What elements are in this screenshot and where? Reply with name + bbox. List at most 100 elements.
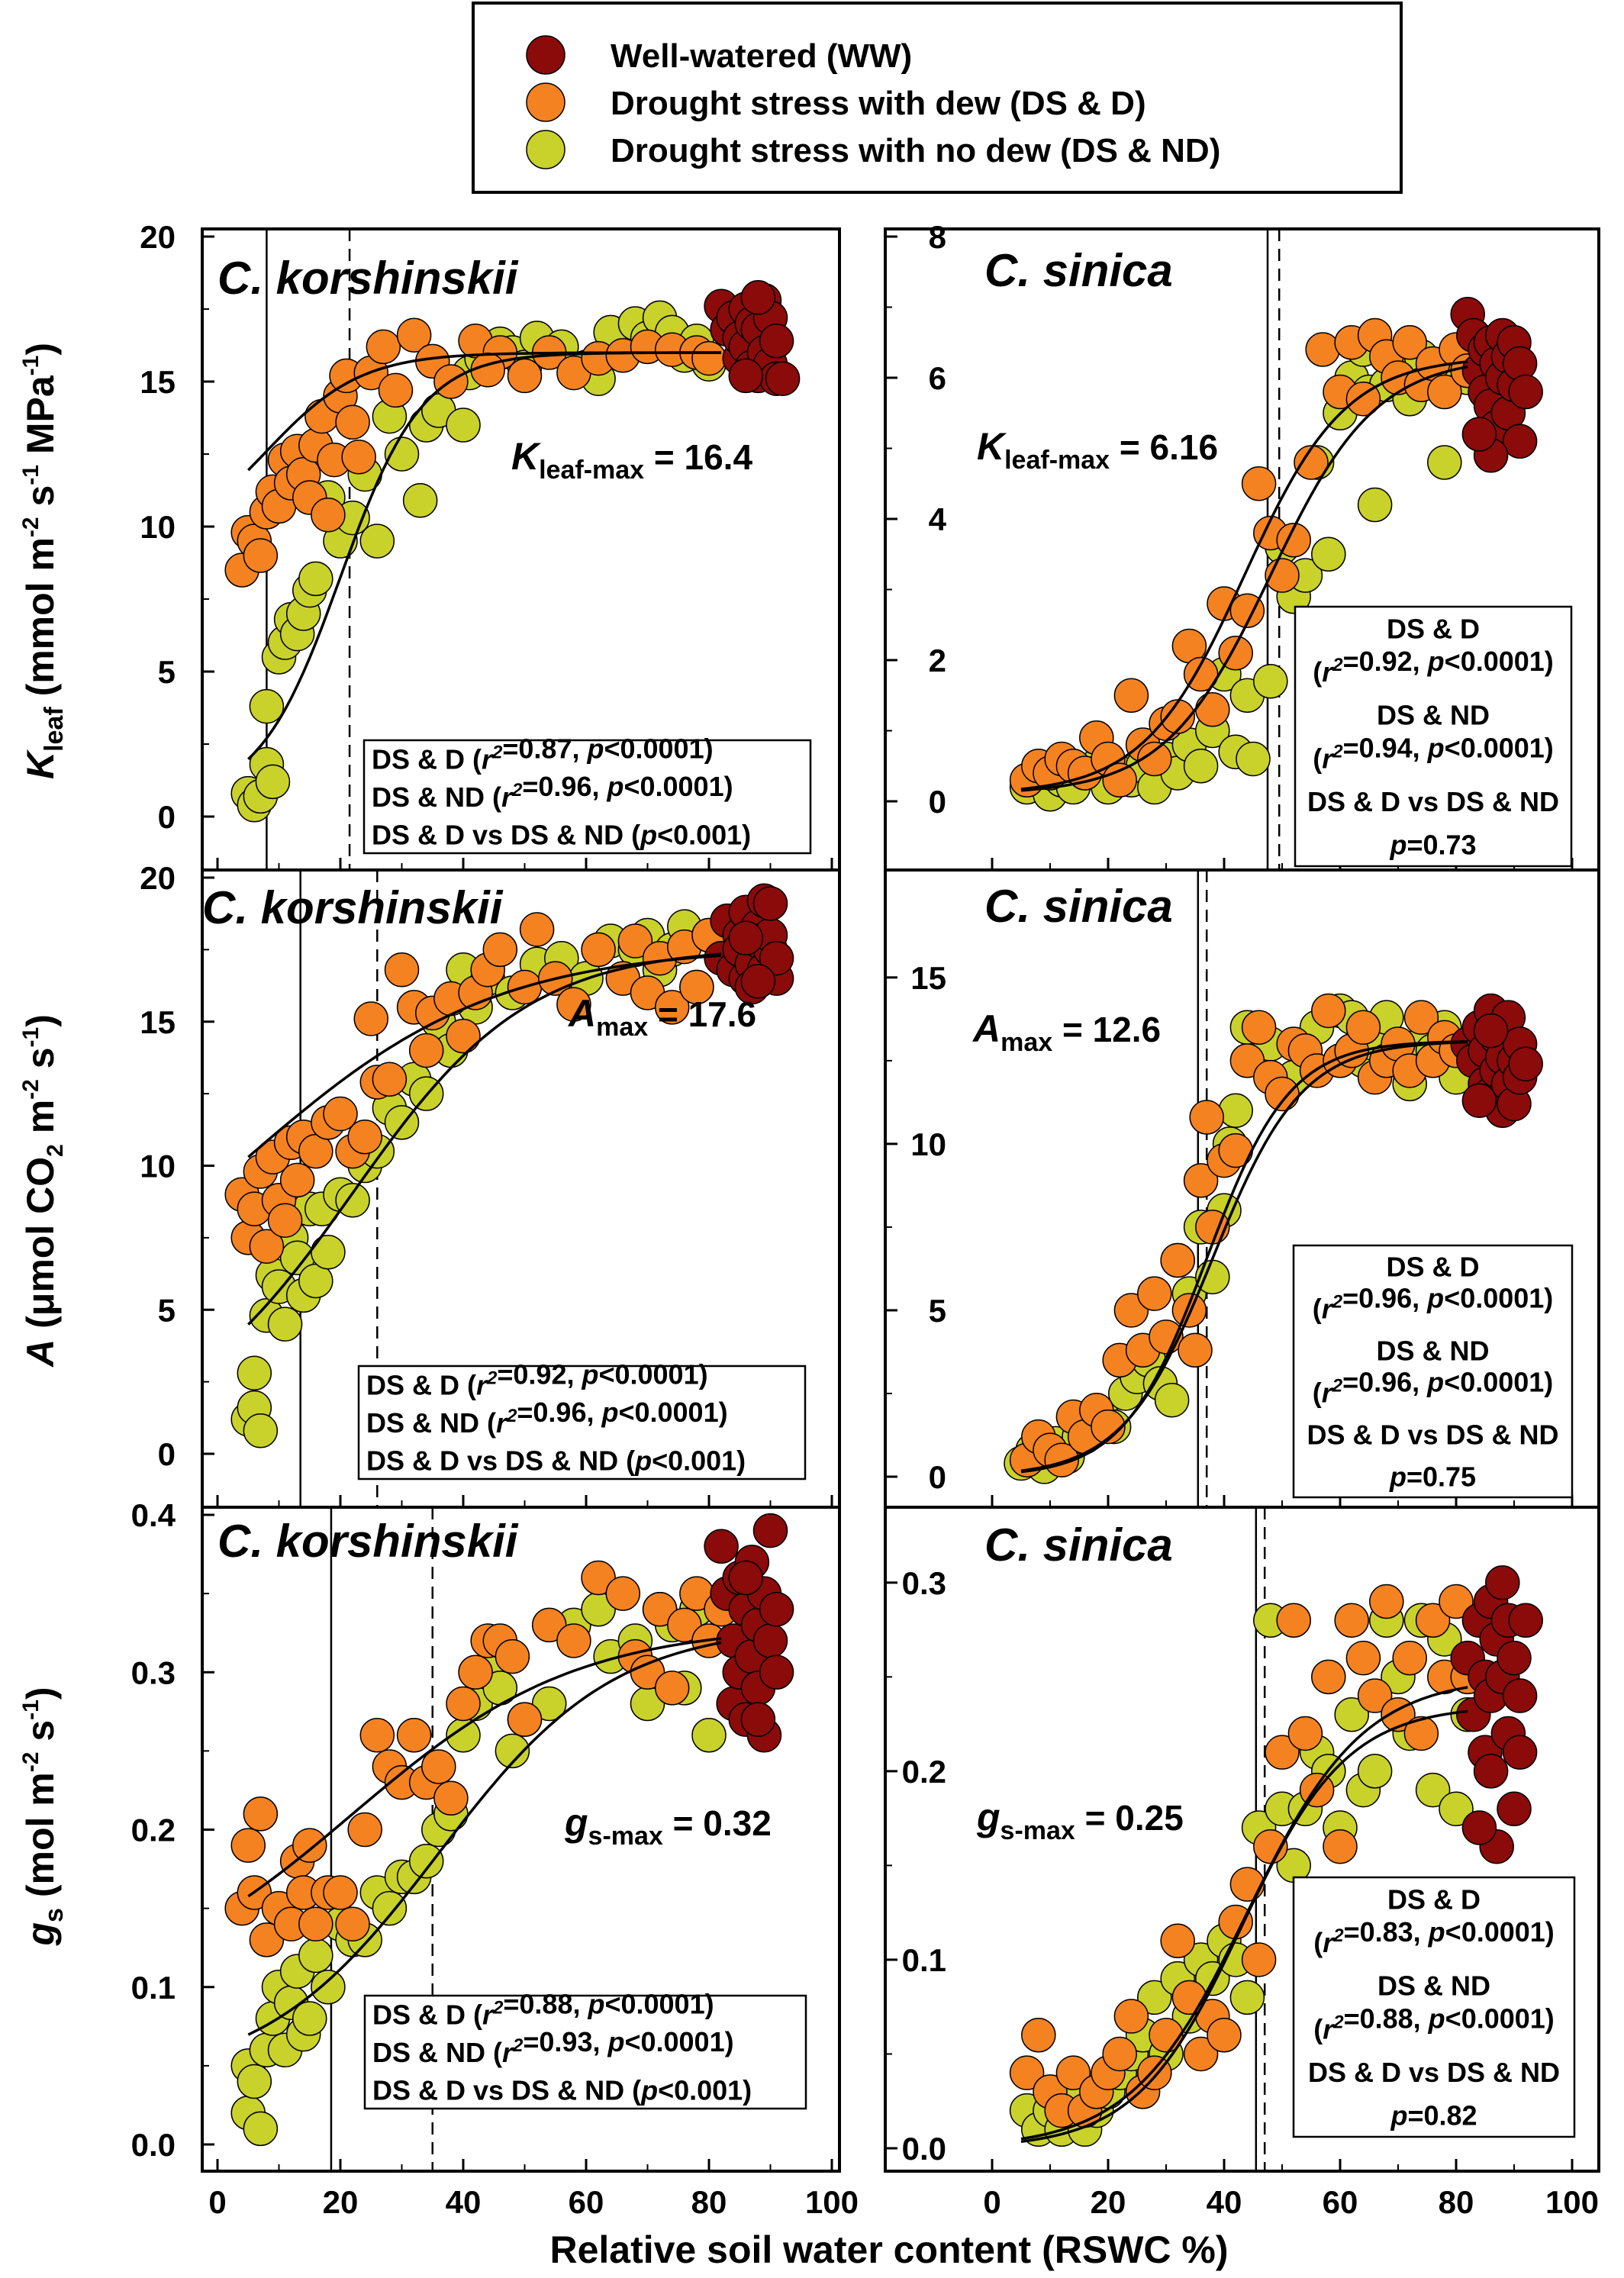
data-point: [421, 1749, 456, 1784]
data-point: [507, 1702, 543, 1737]
data-point: [1415, 1603, 1451, 1638]
legend-swatch-ww: [526, 35, 566, 75]
data-point: [1473, 1754, 1509, 1789]
y-tick-label: 0: [158, 799, 176, 835]
data-point: [1195, 692, 1230, 727]
y-axis-title-a: A (μmol CO2 m-2 s-1): [18, 1014, 68, 1368]
data-point: [1178, 1332, 1213, 1368]
stats-line: (r2=0.92, p<0.0001): [1313, 646, 1554, 688]
data-point: [1137, 1980, 1172, 2015]
data-point: [347, 1812, 382, 1848]
data-point: [1427, 445, 1462, 480]
data-point: [458, 1655, 493, 1690]
data-point: [292, 2001, 327, 2036]
data-point: [704, 1529, 739, 1564]
data-point: [1218, 1093, 1253, 1129]
y-tick-label: 0.2: [902, 1754, 946, 1790]
data-point: [384, 952, 420, 988]
data-point: [341, 440, 376, 475]
data-point: [1171, 1293, 1207, 1328]
data-point: [581, 1560, 616, 1596]
stats-line: DS & D: [1387, 1883, 1481, 1915]
stats-box: [363, 1994, 807, 2110]
stats-line: DS & D vs DS & ND: [1308, 2057, 1560, 2088]
data-point: [1497, 1640, 1532, 1676]
data-point: [408, 1033, 444, 1068]
data-point: [1241, 466, 1277, 501]
data-point: [1485, 1565, 1520, 1600]
y-tick-label: 5: [158, 654, 176, 690]
data-point: [728, 1560, 764, 1596]
data-point: [1497, 1791, 1532, 1827]
y-tick-label: 6: [929, 360, 946, 396]
data-point: [1502, 1678, 1538, 1713]
data-point: [1461, 1083, 1497, 1118]
data-point: [728, 358, 764, 394]
panel-5: 0.0 0.1 0.2 0.3 0.4 0 20 40 60 80 100 C. korshinski…: [131, 1497, 859, 2220]
data-point: [243, 1796, 279, 1832]
data-point: [323, 1875, 358, 1910]
max-label: gs-max = 0.25: [976, 1796, 1184, 1845]
stats-box: [1292, 1244, 1574, 1499]
data-point: [531, 1686, 567, 1722]
data-point: [378, 372, 414, 408]
stats-box: [1292, 1876, 1576, 2138]
data-point: [1305, 332, 1340, 367]
x-tick-label: 20: [323, 2184, 359, 2220]
data-point: [1392, 325, 1427, 360]
y-tick-label: 20: [140, 219, 176, 255]
stats-line: DS & ND: [1377, 700, 1490, 731]
data-point: [396, 1718, 432, 1753]
fit-curve: [1020, 360, 1468, 791]
data-point: [1207, 2018, 1242, 2053]
data-point: [740, 280, 776, 315]
data-point: [1403, 1000, 1439, 1035]
data-point: [495, 1638, 530, 1674]
x-tick-label: 100: [1545, 2184, 1599, 2220]
data-point: [335, 404, 370, 440]
data-point: [495, 1733, 530, 1769]
data-point: [1427, 374, 1462, 410]
y-tick-label: 15: [910, 960, 946, 996]
data-point: [1403, 1716, 1439, 1751]
data-point: [1473, 1013, 1509, 1049]
y-tick-label: 5: [158, 1292, 176, 1328]
stats-box: [357, 1365, 807, 1481]
y-tick-label: 0.1: [902, 1942, 946, 1978]
data-point: [740, 964, 776, 999]
y-tick-label: 4: [929, 501, 947, 537]
data-point: [433, 1780, 469, 1816]
data-point: [1236, 741, 1271, 777]
data-point: [446, 1018, 481, 1054]
data-point: [752, 886, 788, 921]
data-point: [1287, 1716, 1323, 1751]
data-point: [654, 1671, 690, 1706]
data-point: [752, 1513, 788, 1548]
data-point: [1154, 1382, 1190, 1418]
data-point: [384, 437, 420, 472]
stats-line: DS & ND (r2=0.93, p<0.0001): [372, 2026, 734, 2068]
stats-line: DS & D (r2=0.92, p<0.0001): [366, 1359, 708, 1401]
data-point: [1102, 762, 1137, 797]
y-tick-label: 20: [140, 860, 176, 896]
data-point: [1334, 1603, 1369, 1638]
data-point: [335, 1183, 370, 1218]
species-label: C. korshinskii: [218, 253, 519, 304]
data-point: [1502, 346, 1538, 382]
y-tick-label: 0.3: [902, 1565, 946, 1601]
data-point: [279, 1162, 315, 1198]
y-axis-title-gs: gs (mol m-2 s-1): [18, 1687, 69, 1947]
x-tick-label: 80: [691, 2184, 727, 2220]
stats-line: (r2=0.83, p<0.0001): [1313, 1916, 1555, 1958]
data-point: [1439, 1584, 1474, 1619]
data-point: [1508, 1046, 1543, 1081]
fit-curve: [1020, 1040, 1468, 1473]
data-point: [1183, 2036, 1219, 2072]
fit-curve: [1020, 1709, 1468, 2144]
data-point: [1345, 1010, 1381, 1045]
max-label: Kleaf-max = 6.16: [977, 425, 1218, 475]
data-point: [691, 340, 727, 376]
panel-frame: [884, 1506, 1600, 2173]
data-point: [446, 1686, 481, 1722]
